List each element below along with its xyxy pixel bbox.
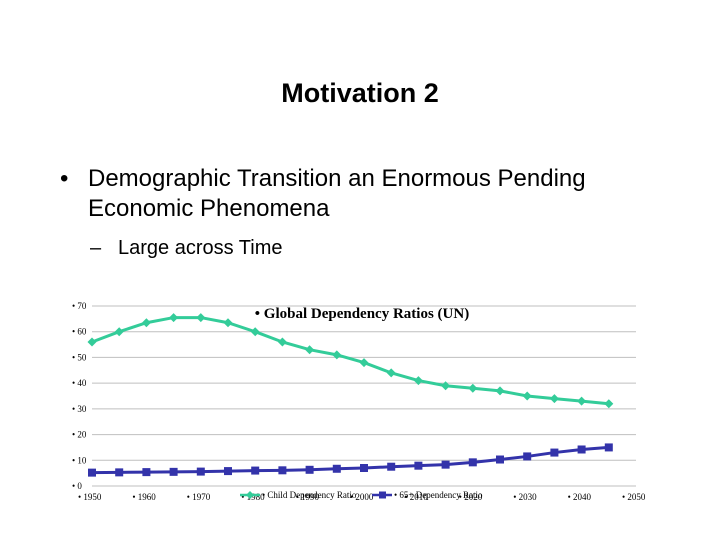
data-point [223,318,233,328]
data-point [495,386,505,396]
data-point [141,318,151,328]
x-tick-label: • 2000 [350,492,374,502]
chart-gridlines [92,305,636,487]
data-point [87,337,97,347]
data-point [115,468,124,477]
data-point [468,383,478,393]
data-point [169,467,178,476]
series-line [91,445,609,475]
data-point [441,460,450,469]
data-point [332,350,342,360]
data-point [441,381,451,391]
data-point [360,464,368,472]
data-point [332,464,341,473]
data-point [305,465,314,474]
data-point [549,394,559,404]
y-tick-label: • 10 [72,455,87,465]
legend-label: • Child Dependency Ratio [262,490,357,500]
data-point [305,345,315,355]
data-point [523,452,532,461]
y-tick-label: • 20 [72,430,87,440]
bullet-marker: • [60,165,69,192]
data-point [414,461,423,470]
x-tick-label: • 2010 [404,492,428,502]
x-tick-label: • 1990 [296,492,320,502]
data-point [224,467,232,476]
x-tick-label: • 2020 [459,492,483,502]
data-point [250,327,260,337]
y-tick-label: • 50 [72,352,87,362]
data-point [550,448,559,457]
data-point [604,443,613,452]
data-point [114,327,124,337]
sub-bullet-marker: – [90,237,102,259]
data-point [577,396,587,406]
chart-title: • Global Dependency Ratios (UN) [255,306,469,322]
data-point [196,467,205,476]
y-tick-label: • 40 [72,378,87,388]
sub-bullet-text: Large across Time [118,237,283,259]
legend-marker [379,491,386,499]
data-point [251,466,260,475]
data-point [387,462,396,471]
chart-legend: • Child Dependency Ratio • 65+ Dependency… [240,490,483,500]
x-tick-label: • 1970 [187,492,211,502]
legend-label: • 65+ Dependency Ratio [394,490,483,500]
data-point [359,358,369,368]
y-axis-tick-labels: • 0 • 10 • 20 • 30 • 40 • 50 • 60 • 70 [72,301,87,491]
slide-title: Motivation 2 [281,78,439,108]
data-point [413,376,423,386]
data-point [88,468,96,477]
bullet-text: Demographic Transition an Enormous Pendi… [88,165,586,222]
x-tick-label: • 2050 [622,492,646,502]
data-point [468,458,477,467]
y-tick-label: • 30 [72,404,87,414]
data-point [169,313,179,323]
chart-series [87,313,614,477]
data-point [277,337,287,347]
data-point [196,313,206,323]
x-tick-label: • 1950 [78,492,102,502]
x-tick-label: • 1960 [132,492,156,502]
data-point [577,445,586,454]
x-axis-tick-labels: • 1950 • 1960 • 1970 • 1980 • 1990 • 2000 • 20… [78,492,646,502]
dependency-ratio-chart: • 0• 10• 20• 30• 40• 50• 60• 70 • 1950 • … [72,301,646,502]
y-tick-label: • 60 [72,327,87,337]
data-point [522,391,532,401]
data-point [278,466,287,475]
data-point [142,468,151,477]
legend-marker [246,491,254,499]
data-point [386,368,396,378]
series-line [91,316,609,406]
x-tick-label: • 2040 [568,492,592,502]
data-point [604,399,614,409]
y-tick-label: • 70 [72,301,87,311]
y-tick-label: • 0 [72,481,82,491]
x-tick-label: • 2030 [513,492,537,502]
data-point [496,455,504,464]
x-tick-label: • 1980 [241,492,265,502]
